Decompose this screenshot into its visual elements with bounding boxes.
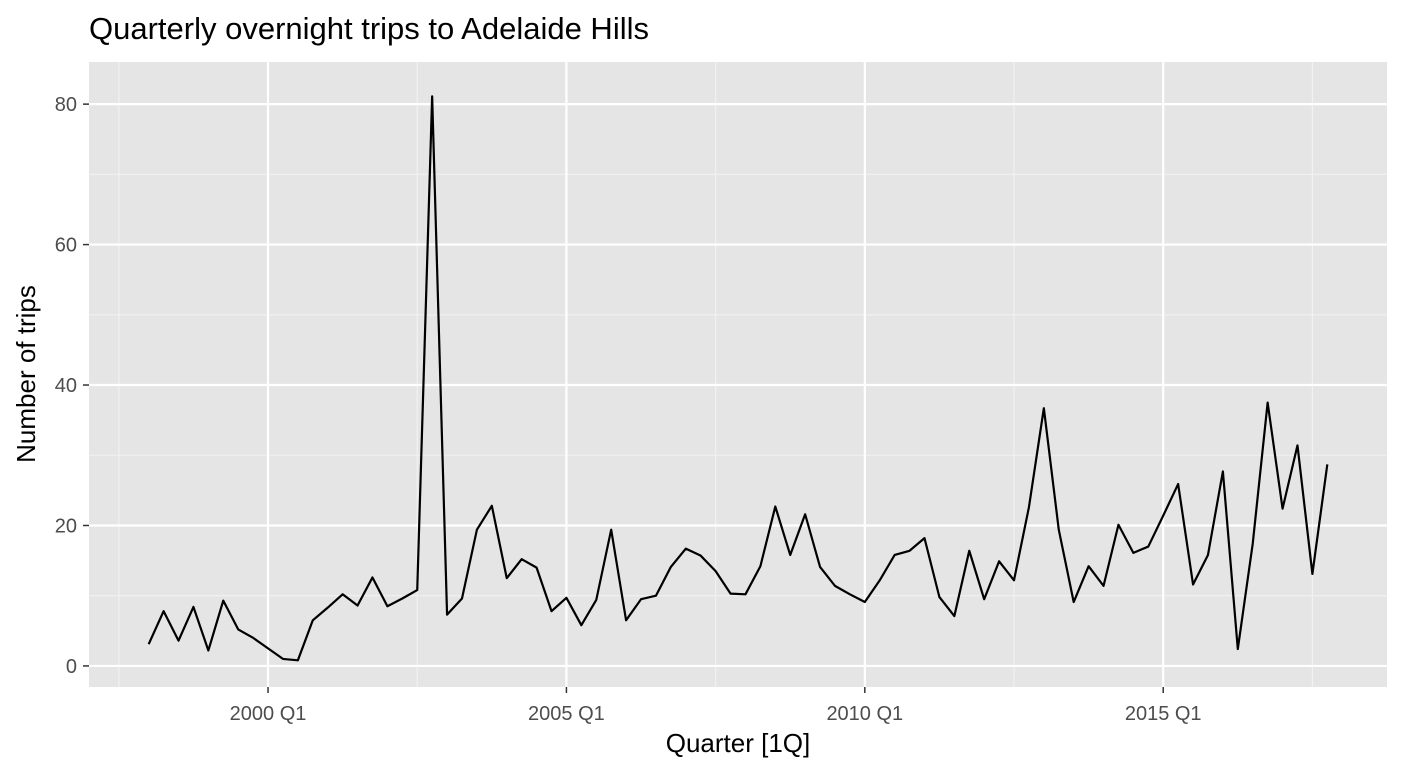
series-line	[147, 95, 1329, 662]
x-tick-label: 2005 Q1	[528, 703, 605, 725]
x-tick-label: 2010 Q1	[826, 703, 903, 725]
plot-panel	[89, 62, 1387, 687]
chart-title: Quarterly overnight trips to Adelaide Hi…	[89, 11, 649, 46]
x-tick-label: 2015 Q1	[1125, 703, 1202, 725]
y-tick-label: 40	[55, 375, 77, 397]
minor-gridlines	[89, 62, 1387, 687]
y-axis: 0 20 40 60 80	[55, 94, 89, 678]
x-axis: 2000 Q1 2005 Q1 2010 Q1 2015 Q1	[230, 687, 1202, 725]
y-tick-label: 0	[66, 656, 77, 678]
y-tick-label: 20	[55, 515, 77, 537]
y-tick-label: 60	[55, 235, 77, 257]
y-tick-label: 80	[55, 94, 77, 116]
major-gridlines	[89, 62, 1387, 687]
x-tick-label: 2000 Q1	[230, 703, 307, 725]
y-axis-title: Number of trips	[11, 285, 41, 463]
x-axis-title: Quarter [1Q]	[666, 728, 811, 758]
